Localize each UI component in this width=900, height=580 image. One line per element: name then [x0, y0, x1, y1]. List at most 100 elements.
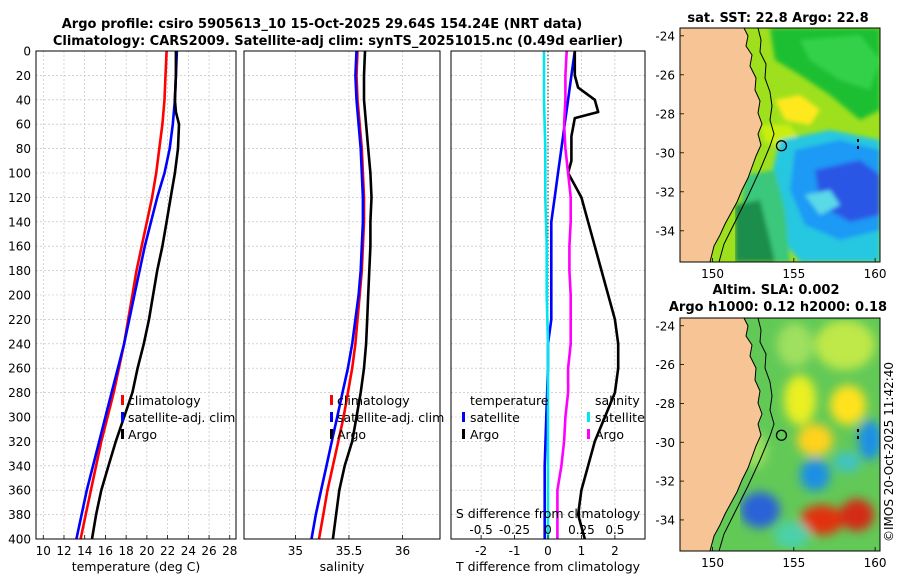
- sst-coastline: [709, 28, 763, 262]
- map-y-tick-label: -32: [655, 475, 675, 489]
- y-tick-label: 120: [8, 191, 31, 205]
- temperature-panel: 10 12 14 16 18 20 22 24 26 28 0 20 40 60 80 100 120 140 1…: [8, 45, 237, 575]
- map-y-tick-label: -30: [655, 436, 675, 450]
- legend-swatch-climatology: [121, 395, 124, 405]
- x-tick-label: 28: [222, 544, 237, 558]
- argo-position-marker: [775, 429, 788, 441]
- salinity-lines: [310, 51, 373, 539]
- x-tick-label: -1: [509, 544, 521, 558]
- argo-position-marker: [775, 140, 788, 152]
- legend-satellite-adj: satellite-adj. clim: [128, 410, 235, 425]
- legend-s-argo: Argo: [595, 427, 624, 442]
- x-tick-label: 12: [56, 544, 71, 558]
- legend-climatology: climatology: [128, 393, 201, 408]
- map-x-tick-label: 160: [864, 267, 887, 281]
- series-line-climatology: [79, 51, 168, 539]
- difference-legend: temperature satellite Argo salinity sate…: [462, 393, 645, 442]
- y-tick-label: 320: [8, 435, 31, 449]
- sla-map: 150 155 160 -24 -26 -28 -30 -32 -34: [655, 317, 887, 570]
- sst-field: [735, 28, 880, 262]
- legend-swatch-argo: [121, 429, 124, 439]
- difference-panel: -2 -1 0 1 2 -0.5 -0.25 0 0.25 0.5 T difference f…: [450, 50, 646, 574]
- x-tick-label: 35: [288, 544, 303, 558]
- sla-map-tick-labels: 150 155 160 -24 -26 -28 -30 -32 -34: [655, 319, 886, 570]
- legend-s-satellite: satellite: [595, 410, 645, 425]
- x-tick-label: 10: [36, 544, 51, 558]
- map-x-tick-label: 150: [701, 556, 724, 570]
- s-tick-label: 0: [544, 523, 552, 537]
- s-tick-label: 0.25: [568, 523, 595, 537]
- legend-swatch-climatology: [330, 395, 333, 405]
- map-y-tick-label: -30: [655, 146, 675, 160]
- x-tick-label: 16: [98, 544, 113, 558]
- y-tick-label: 80: [16, 142, 31, 156]
- map-y-tick-label: -34: [655, 513, 675, 527]
- sla-field: [740, 320, 880, 549]
- y-tick-label: 400: [8, 533, 31, 547]
- legend-swatch-t-argo: [462, 429, 465, 439]
- series-line-argo: [331, 51, 373, 539]
- x-tick-label: 26: [201, 544, 216, 558]
- y-tick-label: 160: [8, 240, 31, 254]
- legend-temperature-title: temperature: [470, 393, 549, 408]
- y-tick-label: 40: [16, 93, 31, 107]
- series-line-temperature-argo: [566, 51, 620, 539]
- map-y-tick-label: -26: [655, 358, 675, 372]
- map-y-tick-label: -32: [655, 185, 675, 199]
- y-tick-label: 180: [8, 264, 31, 278]
- salinity-panel: 35 35.5 36 salinity climatology satellite-…: [243, 50, 444, 574]
- figure-title-line2: Climatology: CARS2009. Satellite-adj cli…: [53, 34, 623, 49]
- x-tick-label: 22: [160, 544, 175, 558]
- legend-swatch-s-argo: [587, 429, 590, 439]
- map-x-tick-label: 160: [864, 556, 887, 570]
- t-difference-tick-labels: -2 -1 0 1 2: [475, 535, 619, 558]
- y-tick-label: 220: [8, 313, 31, 327]
- legend-swatch-satellite: [330, 412, 333, 422]
- temperature-axes-frame: [35, 50, 237, 540]
- x-tick-label: 18: [119, 544, 134, 558]
- x-tick-label: 14: [77, 544, 92, 558]
- sst-dot: [857, 146, 859, 149]
- map-x-tick-label: 150: [701, 267, 724, 281]
- map-y-tick-label: -34: [655, 224, 675, 238]
- s-difference-xlabel: S difference from climatology: [456, 506, 641, 521]
- y-tick-label: 300: [8, 411, 31, 425]
- temperature-legend: climatology satellite-adj. clim Argo: [121, 393, 235, 442]
- y-tick-label: 140: [8, 215, 31, 229]
- difference-lines: [542, 51, 620, 539]
- map-x-tick-label: 155: [782, 267, 805, 281]
- x-tick-label: 24: [181, 544, 196, 558]
- y-tick-label: 260: [8, 362, 31, 376]
- series-line-satellite-adj-clim: [310, 51, 365, 539]
- map-x-tick-label: 155: [782, 556, 805, 570]
- sla-coastline: [709, 318, 763, 551]
- x-tick-label: -2: [475, 544, 487, 558]
- temperature-grid: [36, 50, 236, 540]
- map-y-tick-label: -26: [655, 68, 675, 82]
- legend-argo: Argo: [128, 427, 157, 442]
- sst-map: 150 155 160 -24 -26 -28 -30 -32 -34: [655, 27, 887, 281]
- s-tick-label: -0.25: [499, 523, 530, 537]
- y-tick-label: 100: [8, 167, 31, 181]
- x-tick-label: 0: [544, 544, 552, 558]
- figure-title-line1: Argo profile: csiro 5905613_10 15-Oct-20…: [62, 17, 583, 32]
- legend-swatch-t-satellite: [462, 412, 465, 422]
- sla-dot: [857, 436, 859, 439]
- series-line-satellite-adj-clim: [75, 51, 179, 539]
- x-tick-label: 1: [578, 544, 586, 558]
- salinity-grid: [244, 50, 440, 540]
- series-line-salinity-satellite: [542, 51, 550, 539]
- sst-map-title: sat. SST: 22.8 Argo: 22.8: [687, 11, 868, 26]
- legend-argo: Argo: [337, 427, 366, 442]
- legend-satellite-adj: satellite-adj. clim: [337, 410, 444, 425]
- s-difference-tick-labels: -0.5 -0.25 0 0.25 0.5: [469, 523, 624, 537]
- legend-climatology: climatology: [337, 393, 410, 408]
- y-tick-label: 380: [8, 508, 31, 522]
- x-tick-label: 35.5: [336, 544, 363, 558]
- sst-dot: [857, 139, 859, 142]
- temperature-tick-labels: 10 12 14 16 18 20 22 24 26 28: [36, 535, 237, 558]
- legend-salinity-title: salinity: [595, 393, 640, 408]
- sla-map-title-line1: Altim. SLA: 0.002: [713, 283, 840, 298]
- legend-t-satellite: satellite: [470, 410, 520, 425]
- timestamp-label: ©IMOS 20-Oct-2025 11:42:40: [882, 362, 896, 542]
